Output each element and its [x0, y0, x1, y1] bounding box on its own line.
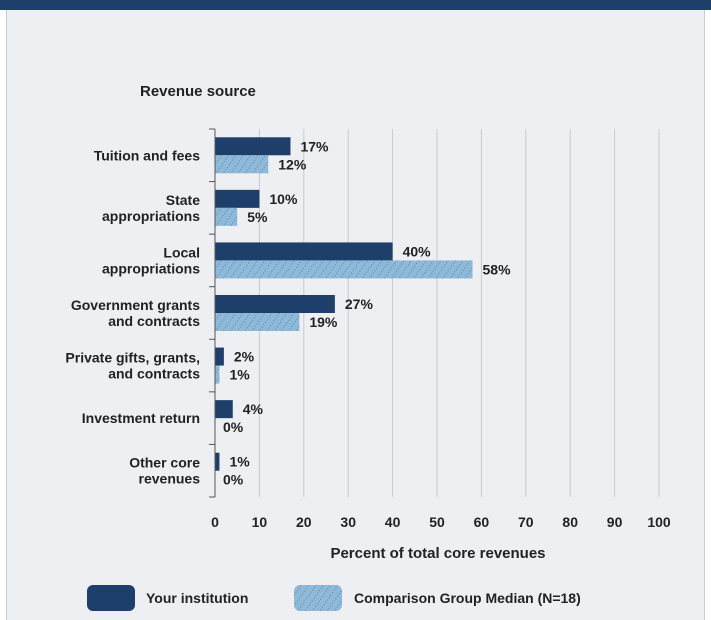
category-axis-title: Revenue source — [140, 83, 256, 100]
data-label-institution: 10% — [269, 191, 298, 207]
bar-institution — [215, 400, 233, 419]
axes: 0 10 20 30 40 50 60 70 80 90 100 Tuition and fees St… — [65, 128, 671, 530]
category-label: and contracts — [108, 366, 200, 382]
bar-comparison — [215, 313, 300, 331]
x-tick-label: 90 — [607, 514, 623, 530]
legend-swatch-institution — [87, 585, 135, 611]
chart-panel — [6, 10, 705, 620]
x-tick-label: 40 — [385, 514, 401, 530]
x-tick-label: 70 — [518, 514, 534, 530]
bar-institution — [215, 189, 260, 208]
data-label-comparison: 58% — [483, 261, 512, 277]
x-tick-label: 0 — [211, 514, 219, 530]
legend: Your institution Comparison Group Median… — [87, 585, 581, 611]
category-label: State — [166, 192, 200, 208]
data-label-comparison: 12% — [278, 156, 307, 172]
x-axis-title: Percent of total core revenues — [330, 545, 545, 562]
bar-comparison — [215, 207, 238, 226]
category-label: appropriations — [102, 260, 200, 276]
bar-institution — [215, 295, 335, 313]
data-label-comparison: 0% — [223, 419, 244, 435]
data-label-institution: 27% — [345, 296, 374, 312]
bar-institution — [215, 137, 291, 156]
top-bar — [0, 0, 711, 10]
category-label: Investment return — [82, 410, 200, 426]
data-label-comparison: 19% — [309, 314, 338, 330]
bar-institution — [215, 452, 220, 471]
category-label: Local — [163, 244, 200, 260]
legend-label-comparison: Comparison Group Median (N=18) — [354, 590, 581, 606]
x-tick-label: 30 — [340, 514, 356, 530]
bar-comparison — [215, 260, 473, 279]
x-tick-label: 20 — [296, 514, 312, 530]
legend-label-institution: Your institution — [146, 590, 248, 606]
x-tick-label: 10 — [252, 514, 268, 530]
x-tick-label: 60 — [474, 514, 490, 530]
x-tick-label: 100 — [647, 514, 671, 530]
data-label-institution: 1% — [229, 454, 250, 470]
category-label: and contracts — [108, 313, 200, 329]
data-label-comparison: 0% — [223, 472, 244, 488]
data-label-institution: 4% — [243, 401, 264, 417]
legend-swatch-comparison — [294, 585, 342, 611]
bar-comparison — [215, 365, 220, 384]
x-tick-label: 50 — [429, 514, 445, 530]
bar-institution — [215, 347, 224, 366]
x-tick-label: 80 — [562, 514, 578, 530]
category-label: appropriations — [102, 208, 200, 224]
category-label: Government grants — [71, 297, 200, 313]
bar-comparison — [215, 155, 269, 174]
bar-institution — [215, 242, 393, 261]
category-label: Other core — [129, 455, 200, 471]
data-label-institution: 40% — [403, 243, 432, 259]
category-label: Private gifts, grants, — [65, 350, 200, 366]
data-label-institution: 17% — [300, 138, 329, 154]
data-label-comparison: 1% — [229, 367, 250, 383]
bars: 17% 12% 10%5% 40% 58% 27% 19% 2% 1% 4% 0% 1% 0% — [215, 137, 512, 488]
data-label-comparison: 5% — [247, 209, 268, 225]
category-label: Tuition and fees — [94, 147, 201, 163]
category-label: revenues — [139, 471, 201, 487]
data-label-institution: 2% — [234, 349, 255, 365]
